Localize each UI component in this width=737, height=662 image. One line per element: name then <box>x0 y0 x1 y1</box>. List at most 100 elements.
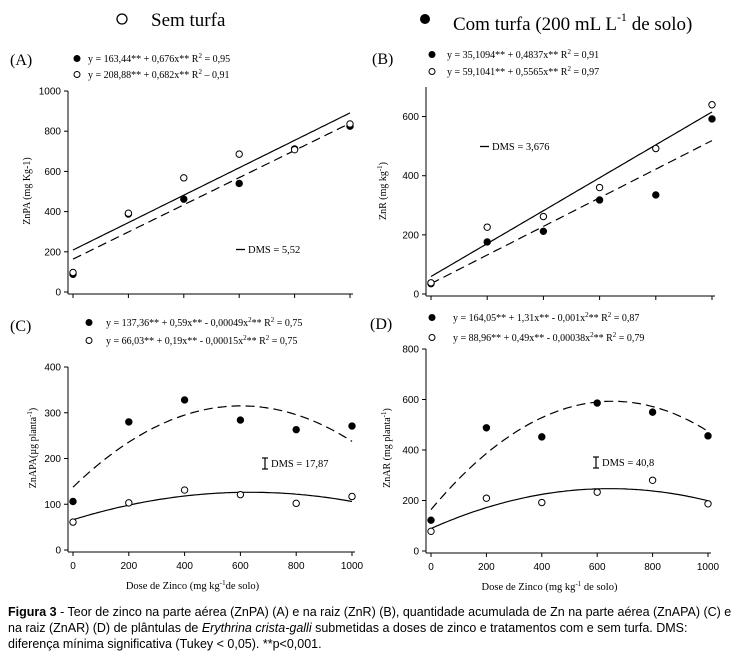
figure-caption: Figura 3 - Teor de zinco na parte aérea … <box>8 604 732 652</box>
dms-label: DMS = 3,676 <box>492 142 550 153</box>
chart-panel-b: (B) 0 200 400 600 ZnR (mg kg-1) y = 35,1094** … <box>372 48 716 301</box>
data-point-com-turfa <box>539 227 548 236</box>
caption-species: Erythrina crista-galli <box>201 621 312 635</box>
data-point-sem-turfa <box>593 488 601 496</box>
y-axis-label: ZnR (mg kg-1) <box>376 162 389 220</box>
y-tick-label: 0 <box>55 546 61 557</box>
x-axis-label: Dose de Zinco (mg kg-1 de solo) <box>482 580 618 593</box>
fit-line-sem-turfa <box>430 111 713 278</box>
data-point-sem-turfa <box>427 527 435 536</box>
panel-label: (C) <box>10 318 31 335</box>
legend: Sem turfa Com turfa (200 mL L-1 de solo) <box>116 10 692 35</box>
data-point-sem-turfa <box>290 145 299 154</box>
data-point-sem-turfa <box>125 499 133 507</box>
data-point-com-turfa <box>125 418 133 426</box>
dms-label: DMS = 17,87 <box>271 459 329 470</box>
caption-text-2: submetidas a doses de zinco e tratamento… <box>8 621 688 651</box>
data-point-com-turfa <box>648 408 657 416</box>
legend-open-marker <box>116 13 128 25</box>
y-tick-label: 0 <box>413 547 419 558</box>
fit-line-com-turfa <box>72 405 353 488</box>
y-tick-label: 300 <box>44 408 61 419</box>
regression-equation: y = 164,05** + 1,31x** - 0,001x2** R2 = … <box>453 311 639 324</box>
regression-equation: y = 59,1041** + 0,5565x** R2 = 0,97 <box>447 65 599 78</box>
regression-equation: y = 208,88** + 0,682x** R2 – 0,91 <box>88 68 229 81</box>
y-tick-label: 800 <box>402 345 419 356</box>
caption-text-1: - Teor de zinco na parte aérea (ZnPA) (A… <box>8 605 732 635</box>
x-tick-label: 800 <box>644 562 661 573</box>
equation-marker <box>85 337 93 344</box>
data-point-sem-turfa <box>595 183 604 192</box>
data-point-sem-turfa <box>346 120 354 128</box>
y-tick-label: 1000 <box>39 87 62 98</box>
x-tick-label: 200 <box>120 561 137 572</box>
y-axis-label: ZnAR (mg planta-1) <box>380 408 393 488</box>
regression-equation: y = 163,44** + 0,676x** R2 = 0,95 <box>88 52 230 65</box>
data-point-com-turfa <box>292 425 300 434</box>
equation-marker <box>428 334 436 341</box>
data-point-sem-turfa <box>539 212 548 221</box>
data-point-com-turfa <box>427 516 435 524</box>
dms-label: DMS = 5,52 <box>248 245 300 256</box>
chart-panels: (A) 0 200 400 600 800 1000 ZnPA (mg Kg-1) y = 16… <box>10 48 720 593</box>
data-point-sem-turfa <box>124 209 133 217</box>
equation-marker <box>73 71 81 78</box>
data-point-com-turfa <box>348 422 356 430</box>
data-point-sem-turfa <box>708 101 716 109</box>
y-tick-label: 400 <box>402 171 419 182</box>
y-tick-label: 600 <box>402 395 419 406</box>
data-point-sem-turfa <box>483 223 491 231</box>
y-tick-label: 200 <box>402 496 419 507</box>
fit-line-com-turfa <box>430 140 713 285</box>
y-axis-label: ZnAPA(µg planta-1) <box>26 408 39 488</box>
fit-line-sem-turfa <box>430 488 709 530</box>
chart-panel-c: (C) 0 100 200 300 400 0 200 400 600 800 1000 ZnAPA(µ… <box>10 316 364 592</box>
equation-marker <box>428 68 436 75</box>
data-point-com-turfa <box>538 433 546 441</box>
y-axis-label: ZnPA (mg Kg-1) <box>22 157 33 224</box>
x-tick-label: 400 <box>176 561 193 572</box>
legend-com-turfa: Com turfa (200 mL L-1 de solo) <box>453 10 692 35</box>
x-tick-label: 0 <box>428 562 434 573</box>
data-point-sem-turfa <box>652 144 660 153</box>
x-axis-label: Dose de Zinco (mg kg-1de solo) <box>126 579 260 592</box>
y-tick-label: 0 <box>413 290 419 301</box>
data-point-sem-turfa <box>648 476 657 484</box>
data-point-sem-turfa <box>180 174 188 182</box>
legend-filled-marker <box>420 14 430 24</box>
y-tick-label: 200 <box>402 230 419 241</box>
panel-label: (A) <box>10 52 32 69</box>
panel-label: (B) <box>372 51 393 68</box>
equation-marker <box>428 314 436 321</box>
y-tick-label: 200 <box>44 454 61 465</box>
equation-marker <box>85 319 93 326</box>
data-point-com-turfa <box>235 179 243 188</box>
legend-sem-turfa: Sem turfa <box>151 10 226 31</box>
x-tick-label: 600 <box>232 561 249 572</box>
data-point-sem-turfa <box>69 518 77 526</box>
y-tick-label: 600 <box>402 112 419 123</box>
fit-line-sem-turfa <box>72 112 351 251</box>
data-point-com-turfa <box>708 115 716 123</box>
equation-marker <box>73 55 81 62</box>
y-tick-label: 0 <box>55 288 61 299</box>
data-point-com-turfa <box>482 424 491 432</box>
fit-line-com-turfa <box>430 400 709 510</box>
x-tick-label: 600 <box>589 562 606 573</box>
data-point-sem-turfa <box>235 150 243 158</box>
data-point-sem-turfa <box>292 499 300 508</box>
x-tick-label: 0 <box>70 561 76 572</box>
regression-equation: y = 88,96** + 0,49x** - 0,00038x2** R2 =… <box>453 331 644 344</box>
fit-line-sem-turfa <box>72 491 353 521</box>
dms-label: DMS = 40,8 <box>602 458 654 469</box>
y-tick-label: 600 <box>44 167 61 178</box>
chart-panel-a: (A) 0 200 400 600 800 1000 ZnPA (mg Kg-1) y = 16… <box>10 52 354 299</box>
panel-label: (D) <box>370 316 392 333</box>
y-tick-label: 200 <box>44 247 61 258</box>
data-point-sem-turfa <box>348 492 356 501</box>
data-point-sem-turfa <box>704 500 712 508</box>
chart-panel-d: (D) 0 200 400 600 800 0 200 400 600 800 1000 ZnAR (m… <box>370 311 720 593</box>
regression-equation: y = 66,03** + 0,19x** - 0,00015x2** R2 =… <box>106 334 297 347</box>
y-tick-label: 400 <box>44 363 61 374</box>
data-point-sem-turfa <box>427 279 435 287</box>
